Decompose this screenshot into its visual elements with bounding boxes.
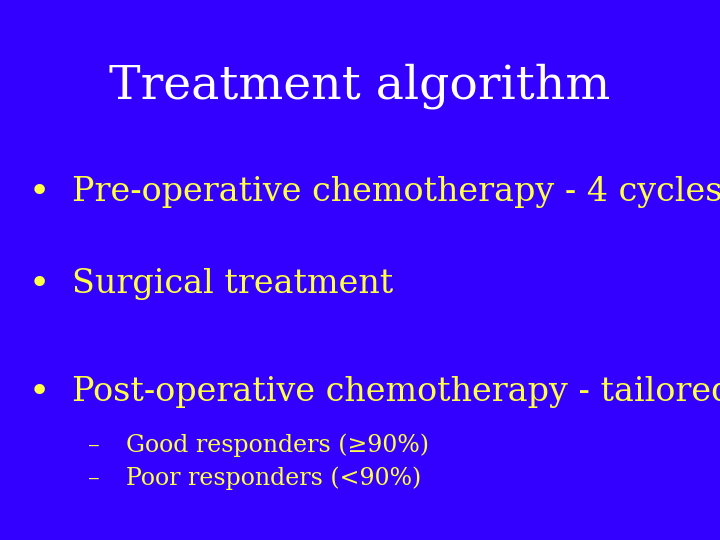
Text: •: • xyxy=(29,267,50,300)
Text: Poor responders (<90%): Poor responders (<90%) xyxy=(126,466,421,490)
Text: –: – xyxy=(88,434,99,457)
Text: Surgical treatment: Surgical treatment xyxy=(72,267,393,300)
Text: Treatment algorithm: Treatment algorithm xyxy=(109,64,611,109)
Text: •: • xyxy=(29,175,50,208)
Text: Pre-operative chemotherapy - 4 cycles: Pre-operative chemotherapy - 4 cycles xyxy=(72,176,720,208)
Text: •: • xyxy=(29,375,50,408)
Text: Good responders (≥90%): Good responders (≥90%) xyxy=(126,434,429,457)
Text: –: – xyxy=(88,467,99,489)
Text: Post-operative chemotherapy - tailored: Post-operative chemotherapy - tailored xyxy=(72,375,720,408)
